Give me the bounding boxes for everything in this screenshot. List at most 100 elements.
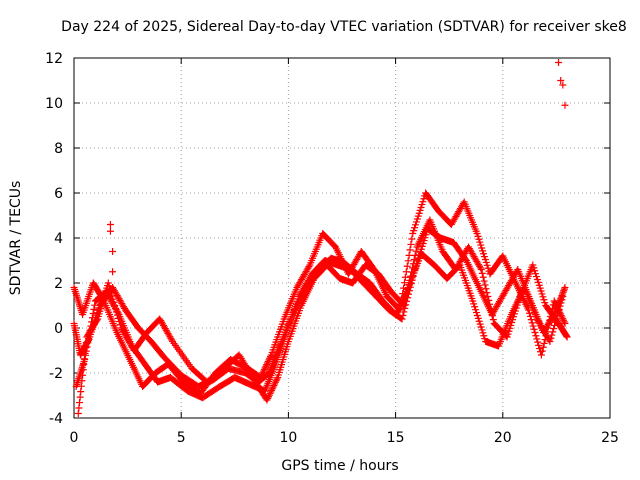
data-point (263, 396, 271, 404)
data-point (407, 272, 415, 280)
data-point (557, 293, 565, 301)
data-points (70, 59, 571, 417)
data-point (400, 279, 408, 287)
data-point (486, 300, 494, 308)
data-point (537, 351, 545, 359)
data-point (407, 240, 415, 248)
data-point (553, 302, 561, 310)
data-point (487, 308, 495, 316)
data-point (75, 404, 83, 412)
data-point (557, 311, 565, 319)
data-point (551, 299, 559, 307)
data-point (271, 380, 279, 388)
y-axis-label: SDTVAR / TECUs (8, 181, 24, 296)
data-point (525, 309, 533, 317)
data-point (557, 295, 565, 303)
data-point (550, 297, 558, 305)
data-point (268, 385, 276, 393)
data-point (412, 247, 420, 255)
axis-ticks: 0 5 10 15 20 25 -4 -2 0 2 4 6 8 10 12 (45, 51, 619, 446)
data-point (79, 371, 87, 379)
data-point (528, 319, 536, 327)
data-point (489, 316, 497, 324)
data-point (561, 101, 569, 109)
data-point (533, 335, 541, 343)
data-point (257, 374, 265, 381)
y-tick-label: -2 (49, 366, 63, 382)
data-point (484, 293, 492, 300)
data-point (545, 320, 553, 328)
chart-title: Day 224 of 2025, Sidereal Day-to-day VTE… (61, 19, 627, 35)
data-point (403, 262, 411, 270)
data-point (107, 289, 115, 297)
grid-lines (74, 58, 610, 418)
data-point (395, 305, 403, 313)
data-point (400, 308, 408, 316)
data-point (257, 372, 265, 380)
data-point (267, 388, 275, 396)
data-point (269, 383, 277, 391)
data-point (268, 386, 276, 394)
data-point (168, 336, 176, 344)
data-point (479, 273, 487, 281)
x-tick-label: 5 (177, 430, 186, 446)
data-point (261, 364, 269, 372)
y-tick-label: 10 (45, 96, 63, 112)
data-point (76, 399, 84, 407)
data-point (404, 257, 412, 265)
data-point (547, 334, 555, 342)
data-point (534, 338, 542, 346)
data-point (488, 312, 496, 320)
data-point (110, 298, 118, 306)
data-point (553, 303, 561, 311)
series-track-4 (74, 216, 571, 417)
data-point (109, 248, 117, 255)
data-point (258, 370, 266, 378)
data-point (106, 227, 114, 235)
data-point (485, 296, 493, 304)
data-point (400, 284, 408, 292)
series-outliers (106, 59, 569, 276)
data-point (406, 246, 414, 254)
data-point (558, 313, 566, 321)
data-point (89, 310, 97, 318)
data-point (305, 263, 313, 271)
data-point (406, 276, 414, 284)
y-tick-label: 12 (45, 51, 63, 67)
data-point (544, 324, 552, 332)
data-point (260, 367, 268, 375)
data-point (411, 251, 419, 259)
x-axis-label: GPS time / hours (281, 458, 398, 474)
data-point (559, 316, 567, 324)
data-point (116, 321, 124, 329)
data-point (272, 377, 280, 385)
data-point (563, 333, 571, 341)
data-point (263, 359, 271, 367)
data-point (487, 304, 495, 312)
data-point (540, 339, 548, 347)
data-point (115, 318, 123, 326)
data-point (109, 268, 117, 276)
data-point (403, 289, 411, 297)
data-point (563, 332, 571, 340)
data-point (262, 362, 270, 370)
data-point (265, 356, 273, 364)
y-tick-label: -4 (49, 411, 63, 427)
data-point (113, 311, 121, 319)
data-point (270, 382, 278, 390)
data-point (555, 298, 563, 306)
data-point (559, 315, 567, 323)
data-point (80, 355, 88, 363)
data-point (538, 347, 546, 355)
data-point (399, 311, 407, 319)
data-point (560, 318, 568, 326)
data-point (476, 264, 484, 272)
data-point (112, 305, 120, 313)
data-point (529, 322, 537, 330)
y-tick-label: 2 (54, 276, 63, 292)
data-point (408, 264, 416, 272)
data-point (260, 365, 268, 373)
data-point (557, 77, 565, 84)
data-point (555, 307, 563, 315)
data-point (483, 289, 491, 297)
